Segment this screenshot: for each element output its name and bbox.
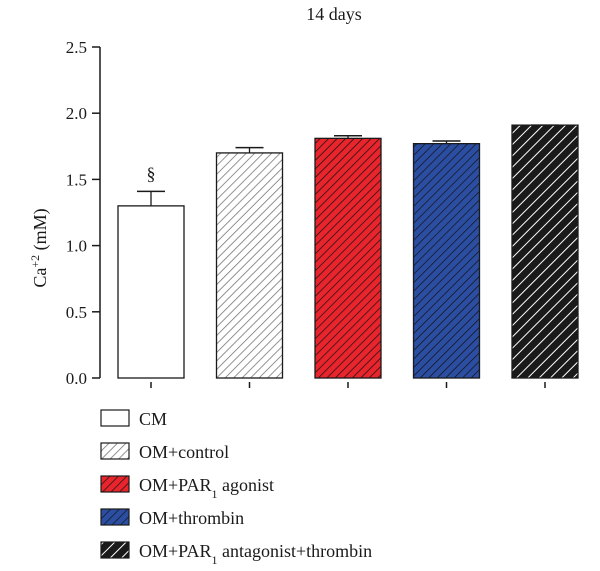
y-tick-label: 1.0 bbox=[66, 237, 87, 256]
legend-label-text: OM+PAR bbox=[139, 475, 212, 495]
legend-label-text: CM bbox=[139, 409, 167, 429]
bar bbox=[215, 152, 284, 379]
legend-swatch bbox=[100, 409, 130, 427]
y-axis-label-main: Ca bbox=[30, 268, 50, 288]
legend-label-suffix: agonist bbox=[218, 475, 275, 495]
y-axis-label: Ca+2 (mM) bbox=[28, 208, 51, 287]
legend-swatch bbox=[100, 475, 130, 493]
legend-swatch bbox=[100, 442, 130, 460]
legend-label: OM+PAR1 antagonist+thrombin bbox=[139, 541, 372, 567]
legend-label: OM+thrombin bbox=[139, 508, 244, 528]
axes: 0.0 0.5 1.0 1.5 2.0 2.5 bbox=[66, 38, 101, 388]
bars: § bbox=[117, 124, 579, 388]
legend-label: CM bbox=[139, 409, 167, 429]
legend-label: OM+control bbox=[139, 442, 229, 462]
bar bbox=[314, 137, 382, 379]
legend-label-subscript: 1 bbox=[212, 553, 218, 567]
legend-label-subscript: 1 bbox=[212, 487, 218, 501]
significance-marker: § bbox=[147, 163, 156, 183]
y-tick-label: 2.5 bbox=[66, 38, 87, 57]
legend-swatch bbox=[100, 508, 130, 526]
legend-label-text: OM+thrombin bbox=[139, 508, 244, 528]
y-tick-label: 0.5 bbox=[66, 303, 87, 322]
legend-label-text: OM+control bbox=[139, 442, 229, 462]
legend-label-text: OM+PAR bbox=[139, 541, 212, 561]
legend-label: OM+PAR1 agonist bbox=[139, 475, 274, 501]
y-tick-label: 1.5 bbox=[66, 170, 87, 189]
y-tick-label: 2.0 bbox=[66, 104, 87, 123]
legend-swatch bbox=[100, 541, 130, 559]
bar bbox=[412, 143, 481, 379]
bar bbox=[117, 205, 185, 379]
y-tick-label: 0.0 bbox=[66, 369, 87, 388]
chart-title: 14 days bbox=[306, 4, 362, 24]
y-axis-label-superscript: +2 bbox=[28, 255, 42, 268]
y-axis-label-unit: (mM) bbox=[30, 208, 51, 255]
legend-label-suffix: antagonist+thrombin bbox=[218, 541, 373, 561]
bar bbox=[511, 124, 579, 379]
